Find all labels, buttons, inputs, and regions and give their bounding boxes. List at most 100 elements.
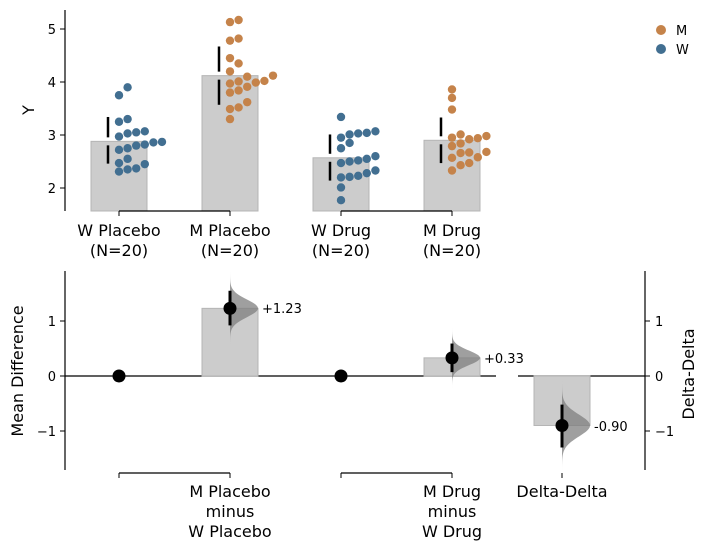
swarm-point-m — [225, 114, 235, 124]
swarm-point-m — [473, 133, 482, 143]
swarm-point-w — [114, 132, 124, 141]
bottom-right-y-tick-label: 1 — [655, 315, 663, 330]
swarm-point-w — [345, 172, 354, 182]
bottom-bars — [201, 307, 591, 426]
swarm-point-w — [362, 154, 371, 164]
swarm-point-m — [447, 93, 457, 103]
swarm-point-w — [362, 168, 371, 178]
bottom-right-y-axis-title: Delta-Delta — [679, 328, 698, 419]
swarm-point-m — [473, 153, 482, 162]
swarm-point-m — [225, 36, 235, 45]
swarm-point-m — [447, 141, 457, 151]
swarm-point-m — [456, 139, 465, 148]
swarm-point-m — [447, 153, 457, 162]
swarm-point-w — [336, 133, 346, 142]
swarm-point-m — [482, 131, 491, 141]
top-x-label: (N=20) — [90, 241, 148, 260]
top-swarm-points — [114, 15, 491, 205]
effect-size-label-0: +1.23 — [262, 302, 302, 317]
swarm-point-m — [225, 53, 235, 63]
bottom-x-label: W Drug — [422, 522, 482, 541]
top-bars — [90, 75, 481, 212]
swarm-point-w — [114, 145, 124, 155]
effect-point-0 — [223, 301, 237, 315]
swarm-point-m — [456, 130, 465, 139]
swarm-point-m — [225, 104, 235, 114]
top-y-axis: 2 3 4 5 — [48, 10, 66, 211]
bottom-right-y-tick-label: −1 — [655, 425, 674, 440]
bottom-left-y-tick-label: −1 — [37, 425, 56, 440]
bottom-x-label: M Placebo — [189, 482, 270, 501]
effect-point-2 — [555, 419, 569, 432]
swarm-point-w — [371, 127, 380, 136]
swarm-point-w — [371, 166, 380, 175]
reference-point-0 — [112, 369, 126, 383]
top-x-label: (N=20) — [312, 241, 370, 260]
swarm-point-m — [243, 82, 252, 91]
swarm-point-w — [345, 138, 354, 148]
swarm-point-w — [140, 140, 149, 149]
legend-label-m: M — [676, 24, 687, 39]
swarm-point-m — [251, 78, 260, 87]
effect-size-label-1: +0.33 — [484, 352, 524, 367]
swarm-point-m — [234, 59, 243, 68]
top-y-tick-label: 4 — [48, 76, 56, 91]
bottom-panel-contrast-plot: Mean Difference Delta-Delta −1 −1 0 0 1 1 +1.… — [8, 271, 698, 541]
bottom-x-label: minus — [206, 502, 255, 521]
swarm-point-w — [345, 157, 354, 166]
swarm-point-m — [243, 97, 252, 107]
swarm-point-w — [336, 158, 346, 168]
bootstrap-distribution-2 — [562, 379, 590, 472]
swarm-point-m — [234, 103, 243, 112]
swarm-point-w — [371, 152, 380, 161]
effect-point-1 — [445, 351, 459, 365]
swarm-point-m — [447, 133, 457, 142]
swarm-point-m — [447, 85, 457, 94]
swarm-point-m — [234, 15, 243, 25]
swarm-point-m — [225, 17, 235, 27]
swarm-point-w — [140, 159, 149, 169]
swarm-point-w — [354, 156, 363, 165]
top-y-tick-label: 5 — [48, 23, 56, 38]
swarm-point-w — [132, 128, 141, 137]
swarm-point-w — [336, 173, 346, 182]
swarm-point-m — [225, 88, 235, 97]
swarm-point-w — [354, 171, 363, 181]
swarm-point-m — [447, 105, 457, 114]
swarm-point-w — [114, 117, 124, 126]
bootstrap-distribution-1 — [452, 327, 480, 389]
bottom-x-label: Delta-Delta — [516, 482, 607, 501]
swarm-point-w — [132, 141, 141, 150]
swarm-point-w — [336, 183, 346, 192]
swarm-point-w — [123, 144, 132, 153]
swarm-point-m — [482, 147, 491, 157]
bottom-left-y-tick-label: 0 — [48, 370, 56, 385]
top-x-label: W Drug — [311, 221, 371, 240]
swarm-point-w — [114, 158, 124, 168]
swarm-point-w — [149, 138, 158, 147]
swarm-point-w — [114, 91, 124, 100]
swarm-point-w — [336, 112, 346, 122]
swarm-point-m — [234, 34, 243, 43]
swarm-point-m — [465, 148, 474, 157]
swarm-point-m — [465, 135, 474, 144]
swarm-point-w — [123, 165, 132, 174]
swarm-point-w — [336, 144, 346, 153]
top-y-axis-title: Y — [19, 105, 38, 116]
swarm-point-w — [157, 137, 167, 147]
top-x-label: M Placebo — [189, 221, 270, 240]
top-y-tick-label: 3 — [48, 129, 56, 144]
bottom-right-y-tick-label: 0 — [655, 370, 663, 385]
bottom-x-label: W Placebo — [188, 522, 271, 541]
effect-size-label-2: -0.90 — [594, 420, 628, 435]
swarm-point-w — [132, 164, 141, 173]
swarm-point-m — [234, 86, 243, 95]
swarm-point-w — [123, 114, 132, 124]
swarm-point-m — [447, 166, 457, 175]
top-ci-lines — [106, 46, 443, 181]
bottom-x-label: M Drug — [423, 482, 481, 501]
legend-label-w: W — [676, 43, 689, 58]
